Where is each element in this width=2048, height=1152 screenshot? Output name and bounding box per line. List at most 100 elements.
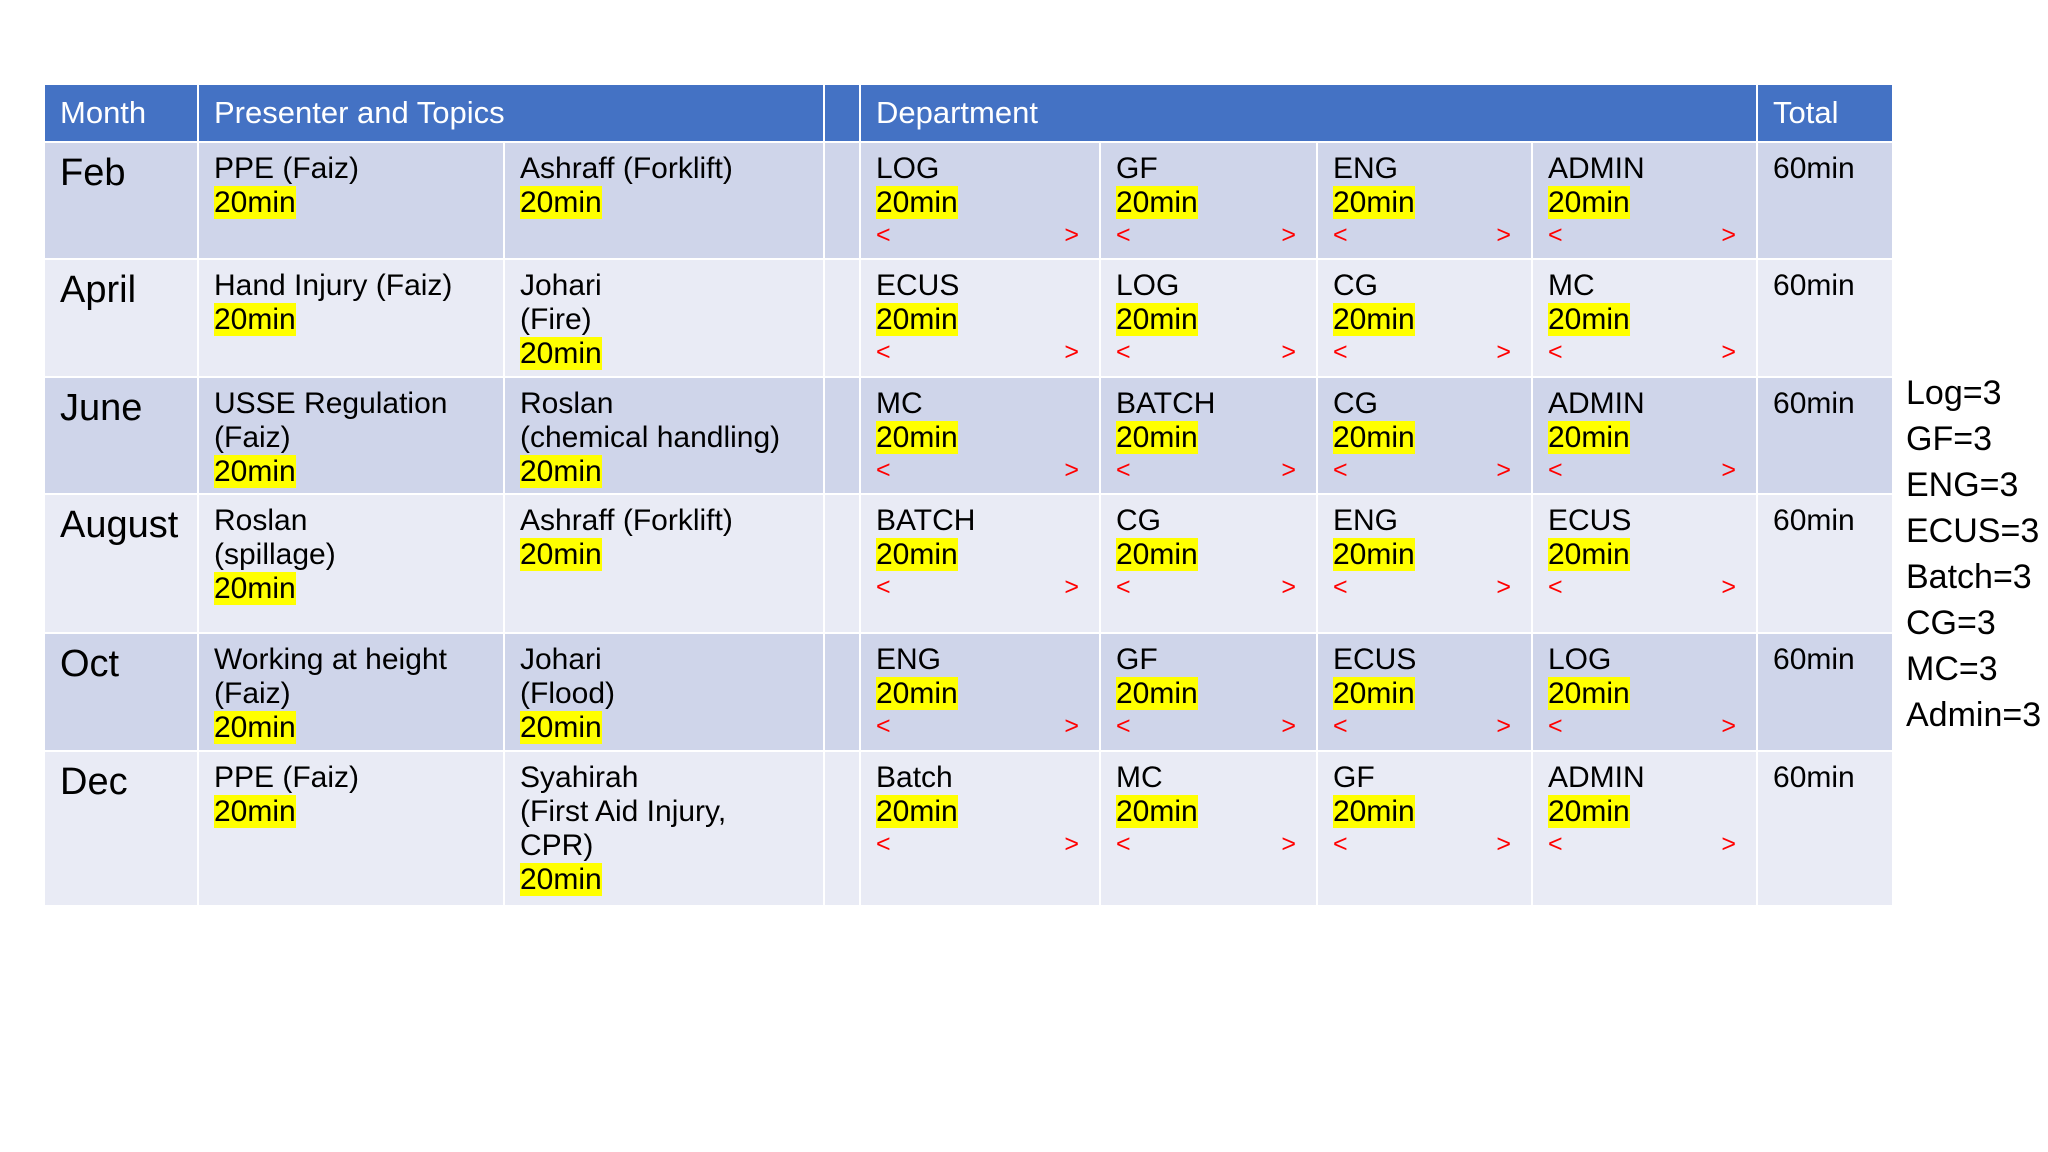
- department-name: CG: [1116, 504, 1161, 537]
- arrow-indicators: < >: [1116, 572, 1315, 602]
- department-cell: BATCH 20min < >: [1099, 376, 1318, 495]
- topic-cell-primary: Working at height (Faiz) 20min: [197, 632, 505, 752]
- arrow-right-icon: >: [1281, 830, 1296, 858]
- department-name: BATCH: [1116, 387, 1216, 420]
- department-count-summary: Log=3 GF=3 ENG=3 ECUS=3 Batch=3 CG=3 MC=3 Admin…: [1906, 370, 2041, 738]
- arrow-indicators: < >: [876, 572, 1098, 602]
- department-name: ENG: [1333, 152, 1399, 185]
- topic-cell-secondary: Johari (Flood) 20min: [503, 632, 825, 752]
- summary-item: Batch=3: [1906, 558, 2032, 596]
- arrow-left-icon: <: [876, 712, 891, 740]
- arrow-indicators: < >: [1548, 220, 1755, 250]
- total-cell: 60min: [1756, 376, 1895, 495]
- duration-highlight: 20min: [214, 186, 296, 219]
- department-name: Batch: [876, 761, 953, 794]
- arrow-indicators: < >: [1116, 455, 1315, 485]
- summary-item: ENG=3: [1906, 466, 2019, 504]
- duration-highlight: 20min: [214, 303, 296, 336]
- arrow-right-icon: >: [1496, 338, 1511, 366]
- duration-highlight: 20min: [214, 572, 296, 605]
- topic-text: (Fire): [520, 303, 592, 336]
- arrow-left-icon: <: [1116, 221, 1131, 249]
- schedule-row: April Hand Injury (Faiz) 20min Johari (Fire)…: [43, 258, 1895, 378]
- department-cell: ENG 20min < >: [1316, 141, 1533, 260]
- arrow-right-icon: >: [1064, 830, 1079, 858]
- arrow-left-icon: <: [876, 221, 891, 249]
- duration-highlight: 20min: [1548, 303, 1630, 336]
- arrow-left-icon: <: [1333, 221, 1348, 249]
- header-spacer: [823, 83, 861, 143]
- arrow-right-icon: >: [1721, 573, 1737, 601]
- total-cell: 60min: [1756, 632, 1895, 752]
- duration-highlight: 20min: [1116, 186, 1198, 219]
- topic-text: Johari: [520, 643, 602, 676]
- department-cell: ADMIN 20min < >: [1530, 376, 1759, 495]
- arrow-indicators: < >: [1116, 711, 1315, 741]
- duration-highlight: 20min: [1333, 538, 1415, 571]
- arrow-right-icon: >: [1064, 338, 1079, 366]
- arrow-left-icon: <: [1333, 573, 1348, 601]
- arrow-right-icon: >: [1496, 712, 1511, 740]
- duration-highlight: 20min: [1548, 677, 1630, 710]
- duration-highlight: 20min: [1116, 303, 1198, 336]
- topic-cell-primary: USSE Regulation (Faiz) 20min: [197, 376, 505, 495]
- arrow-left-icon: <: [1548, 573, 1563, 601]
- topic-text: (spillage): [214, 538, 336, 571]
- arrow-indicators: < >: [876, 337, 1098, 367]
- header-presenter-topics: Presenter and Topics: [197, 83, 825, 143]
- department-cell: MC 20min < >: [859, 376, 1101, 495]
- arrow-left-icon: <: [1116, 712, 1131, 740]
- month-cell: June: [43, 376, 199, 495]
- spacer-cell: [823, 258, 861, 378]
- duration-highlight: 20min: [1116, 421, 1198, 454]
- arrow-left-icon: <: [1116, 830, 1131, 858]
- topic-text: USSE Regulation: [214, 387, 448, 420]
- department-name: LOG: [1548, 643, 1612, 676]
- header-row: Month Presenter and Topics Department To…: [43, 83, 1895, 143]
- total-cell: 60min: [1756, 493, 1895, 634]
- arrow-left-icon: <: [1548, 338, 1563, 366]
- schedule-row: Oct Working at height (Faiz) 20min Johari (Fl…: [43, 632, 1895, 752]
- duration-highlight: 20min: [876, 677, 958, 710]
- arrow-left-icon: <: [876, 830, 891, 858]
- arrow-indicators: < >: [1333, 711, 1530, 741]
- arrow-indicators: < >: [1333, 829, 1530, 859]
- arrow-right-icon: >: [1721, 456, 1737, 484]
- arrow-right-icon: >: [1496, 830, 1511, 858]
- department-cell: LOG 20min < >: [859, 141, 1101, 260]
- arrow-right-icon: >: [1721, 221, 1737, 249]
- topic-cell-secondary: Syahirah (First Aid Injury, CPR) 20min: [503, 750, 825, 907]
- arrow-left-icon: <: [1333, 712, 1348, 740]
- topic-text: (First Aid Injury,: [520, 795, 727, 828]
- duration-highlight: 20min: [1548, 795, 1630, 828]
- total-cell: 60min: [1756, 141, 1895, 260]
- month-cell: Feb: [43, 141, 199, 260]
- topic-text: Roslan: [214, 504, 308, 537]
- topic-cell-secondary: Johari (Fire) 20min: [503, 258, 825, 378]
- arrow-right-icon: >: [1721, 830, 1737, 858]
- schedule-row: August Roslan (spillage) 20min Ashraff (Fork…: [43, 493, 1895, 634]
- summary-item: GF=3: [1906, 420, 1992, 458]
- duration-highlight: 20min: [876, 303, 958, 336]
- duration-highlight: 20min: [876, 421, 958, 454]
- summary-item: Admin=3: [1906, 696, 2042, 734]
- schedule-row: June USSE Regulation (Faiz) 20min Roslan (che…: [43, 376, 1895, 495]
- arrow-right-icon: >: [1281, 712, 1296, 740]
- duration-highlight: 20min: [1333, 795, 1415, 828]
- duration-highlight: 20min: [876, 186, 958, 219]
- header-month: Month: [43, 83, 199, 143]
- arrow-left-icon: <: [1333, 338, 1348, 366]
- duration-highlight: 20min: [520, 455, 602, 488]
- total-cell: 60min: [1756, 750, 1895, 907]
- duration-highlight: 20min: [1333, 186, 1415, 219]
- arrow-indicators: < >: [1116, 337, 1315, 367]
- department-name: ECUS: [876, 269, 960, 302]
- arrow-indicators: < >: [876, 711, 1098, 741]
- arrow-indicators: < >: [1333, 455, 1530, 485]
- department-name: CG: [1333, 387, 1378, 420]
- arrow-indicators: < >: [876, 220, 1098, 250]
- department-cell: ENG 20min < >: [1316, 493, 1533, 634]
- department-cell: GF 20min < >: [1099, 632, 1318, 752]
- arrow-left-icon: <: [1548, 830, 1563, 858]
- topic-cell-secondary: Ashraff (Forklift) 20min: [503, 141, 825, 260]
